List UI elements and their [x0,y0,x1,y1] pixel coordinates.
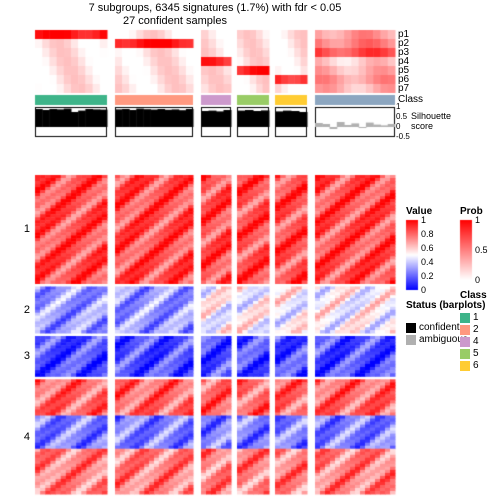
prob-row-label: p7 [398,83,409,94]
legend-class-item: 5 [460,348,479,359]
legend-value-tick: 0.6 [421,243,434,253]
legend-value-title: Value [406,206,432,217]
legend-swatch [460,337,470,347]
legend-status-item: ambiguous [406,334,468,345]
silhouette-tick: 1 [396,102,400,111]
legend-swatch [406,335,416,345]
legend-label: 6 [473,360,479,371]
legend-status-title: Status (barplots) [406,300,485,311]
legend-swatch [460,349,470,359]
legend-swatch [460,313,470,323]
legend-class-item: 6 [460,360,479,371]
legend-value-tick: 0.8 [421,229,434,239]
heatmap-row-group-label: 1 [10,223,30,235]
silhouette-label: Silhouette score [411,111,451,131]
legend-label: confident [419,322,460,333]
silhouette-tick: -0.5 [396,132,410,141]
class-track-label: Class [398,94,423,105]
legend-label: 5 [473,348,479,359]
legend-label: 4 [473,336,479,347]
legend-swatch [460,361,470,371]
legend-status-item: confident [406,322,460,333]
legend-prob-tick: 0 [475,275,480,285]
legend-value-tick: 0.4 [421,257,434,267]
legend-label: 2 [473,324,479,335]
legend-swatch [460,325,470,335]
legend-class-item: 4 [460,336,479,347]
legend-prob-tick: 0.5 [475,245,488,255]
legend-class-item: 1 [460,312,479,323]
silhouette-tick: 0.5 [396,112,407,121]
heatmap-row-group-label: 4 [10,431,30,443]
legend-value-tick: 0.2 [421,271,434,281]
legend-class-title: Class [460,290,487,301]
legend-prob-tick: 1 [475,215,480,225]
legend-label: 1 [473,312,479,323]
legend-value-tick: 0 [421,285,426,295]
silhouette-tick: 0 [396,122,400,131]
legend-swatch [406,323,416,333]
legend-value-tick: 1 [421,215,426,225]
heatmap-row-group-label: 2 [10,304,30,316]
legend-class-item: 2 [460,324,479,335]
heatmap-row-group-label: 3 [10,350,30,362]
